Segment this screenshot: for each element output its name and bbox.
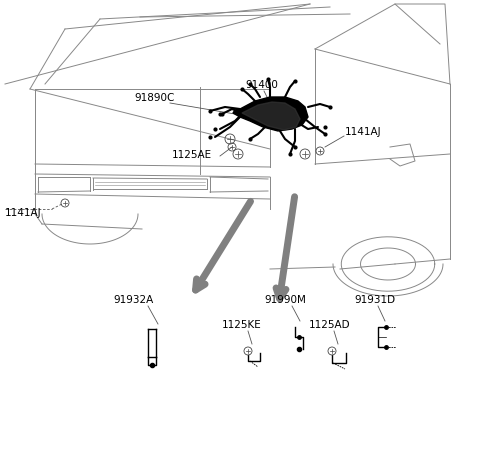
- Text: 91931D: 91931D: [354, 294, 396, 304]
- Text: 1125AE: 1125AE: [172, 150, 212, 160]
- Text: 1125KE: 1125KE: [222, 319, 262, 329]
- Polygon shape: [242, 103, 300, 131]
- Text: 1141AJ: 1141AJ: [345, 127, 382, 137]
- Text: 91990M: 91990M: [264, 294, 306, 304]
- Text: 91400: 91400: [246, 80, 278, 90]
- Text: 91890C: 91890C: [135, 93, 175, 103]
- Text: 1141AJ: 1141AJ: [5, 207, 42, 218]
- Text: 91932A: 91932A: [113, 294, 153, 304]
- Text: 1125AD: 1125AD: [309, 319, 351, 329]
- Polygon shape: [233, 98, 308, 131]
